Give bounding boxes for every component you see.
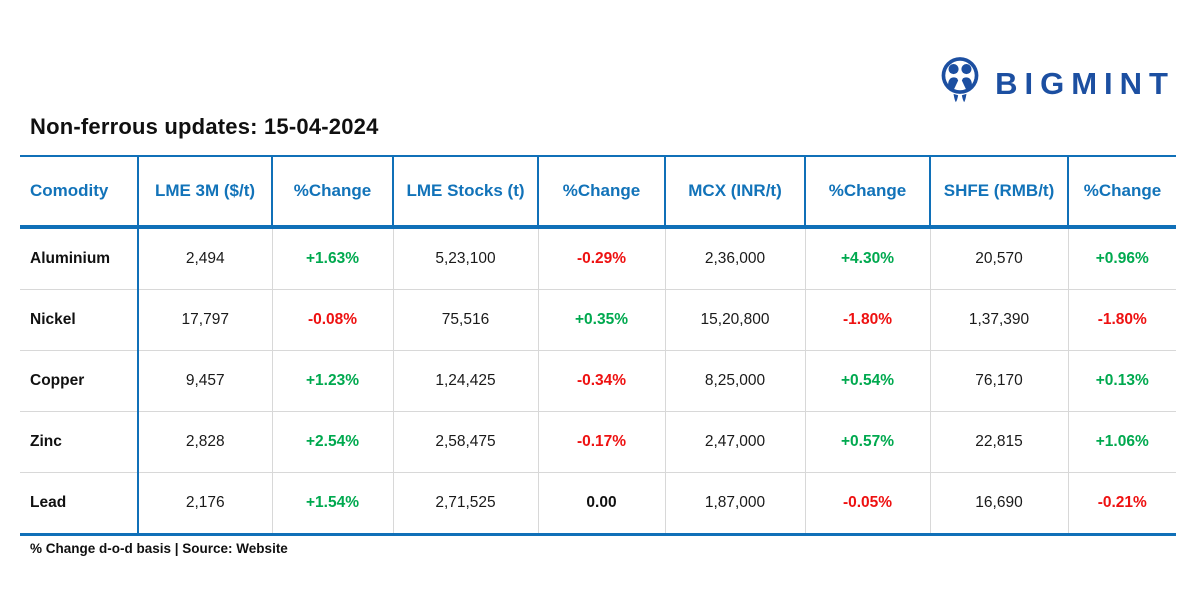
table-row: Nickel 17,797 -0.08% 75,516 +0.35% 15,20,800-…: [20, 289, 1176, 351]
value-cell: +1.54%: [272, 472, 394, 535]
brand-name: BIGMINT: [995, 66, 1175, 101]
table-row: Lead 2,176 +1.54% 2,71,525 0.00 1,87,000 -0.05…: [20, 472, 1176, 535]
value-cell: +0.96%: [1068, 227, 1176, 290]
value-cell: -1.80%: [805, 289, 931, 351]
value-cell: 1,87,000: [665, 472, 806, 535]
commodity-name: Nickel: [20, 289, 139, 351]
value-cell: -0.05%: [805, 472, 931, 535]
value-cell: +1.06%: [1068, 411, 1176, 473]
column-header: MCX (INR/t): [665, 156, 806, 229]
value-cell: 2,494: [138, 227, 273, 290]
column-header: %Change: [272, 156, 394, 229]
column-header: %Change: [1068, 156, 1176, 229]
column-header: LME Stocks (t): [393, 156, 539, 229]
value-cell: +2.54%: [272, 411, 394, 473]
value-cell: +0.13%: [1068, 350, 1176, 412]
page-title: Non-ferrous updates: 15-04-2024: [30, 114, 379, 139]
value-cell: -0.34%: [538, 350, 666, 412]
value-cell: 20,570: [930, 227, 1069, 290]
column-header: Comodity: [20, 156, 139, 229]
value-cell: 16,690: [930, 472, 1069, 535]
value-cell: -0.17%: [538, 411, 666, 473]
table-row: Copper 9,457 +1.23% 1,24,425 -0.34% 8,25,000 +…: [20, 350, 1176, 412]
value-cell: -0.29%: [538, 227, 666, 290]
table-header: Comodity LME 3M ($/t) %Change LME Stocks (t…: [20, 156, 1176, 229]
brand-logo: BIGMINT: [937, 55, 1175, 112]
value-cell: 1,24,425: [393, 350, 539, 412]
value-cell: 75,516: [393, 289, 539, 351]
value-cell: 0.00: [538, 472, 666, 535]
value-cell: 2,71,525: [393, 472, 539, 535]
table-body: Aluminium 2,494 +1.63% 5,23,100 -0.29% 2,36,0…: [20, 227, 1176, 535]
table-row: Aluminium 2,494 +1.63% 5,23,100 -0.29% 2,36,0…: [20, 227, 1176, 290]
value-cell: +1.23%: [272, 350, 394, 412]
value-cell: -1.80%: [1068, 289, 1176, 351]
value-cell: -0.21%: [1097, 494, 1147, 511]
column-header: %Change: [538, 156, 666, 229]
column-header: SHFE (RMB/t): [930, 156, 1069, 229]
bigmint-logo-icon: [937, 55, 983, 112]
source-note: % Change d-o-d basis | Source: Website: [30, 541, 288, 556]
column-header: %Change: [805, 156, 931, 229]
value-cell: +1.63%: [272, 227, 394, 290]
commodity-table: Comodity LME 3M ($/t) %Change LME Stocks (t…: [20, 155, 1176, 536]
value-cell: 22,815: [930, 411, 1069, 473]
value-cell: +0.54%: [805, 350, 931, 412]
commodity-table-wrap: Comodity LME 3M ($/t) %Change LME Stocks (t…: [20, 155, 1176, 536]
column-header: LME 3M ($/t): [138, 156, 273, 229]
table-header-row: Comodity LME 3M ($/t) %Change LME Stocks (t…: [20, 156, 1176, 229]
value-cell: 2,36,000: [665, 227, 806, 290]
value-cell: +0.35%: [538, 289, 666, 351]
value-cell: 17,797: [138, 289, 273, 351]
table-row: Zinc 2,828 +2.54% 2,58,475 -0.17% 2,47,000 +0.…: [20, 411, 1176, 473]
commodity-name: Lead: [20, 472, 139, 535]
value-cell: 15,20,800: [665, 289, 806, 351]
value-cell: 9,457: [138, 350, 273, 412]
value-cell: +4.30%: [805, 227, 931, 290]
value-cell: -0.08%: [272, 289, 394, 351]
value-cell: 76,170: [930, 350, 1069, 412]
value-cell: 2,828: [138, 411, 273, 473]
commodity-name: Aluminium: [20, 227, 139, 290]
commodity-name: Zinc: [20, 411, 139, 473]
value-cell: 8,25,000: [665, 350, 806, 412]
value-cell: 2,47,000: [665, 411, 806, 473]
value-cell: +0.57%: [805, 411, 931, 473]
value-cell: 1,37,390: [930, 289, 1069, 351]
value-cell: 2,58,475: [393, 411, 539, 473]
commodity-name: Copper: [20, 350, 139, 412]
value-cell: 5,23,100: [393, 227, 539, 290]
value-cell: 2,176: [138, 472, 273, 535]
